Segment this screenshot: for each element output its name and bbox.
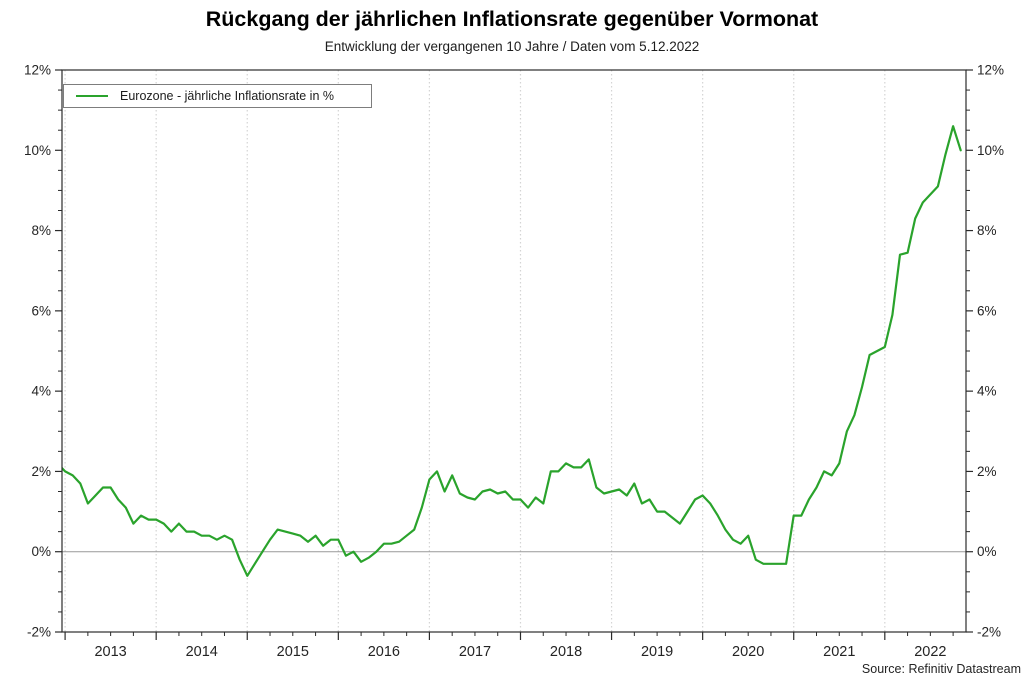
svg-text:12%: 12% xyxy=(24,63,51,78)
x-axis-ticks xyxy=(64,632,954,640)
inflation-line xyxy=(62,125,962,577)
svg-text:2018: 2018 xyxy=(550,644,582,660)
year-gridlines xyxy=(64,70,886,632)
svg-text:2016: 2016 xyxy=(368,644,400,660)
legend: Eurozone - jährliche Inflationsrate in % xyxy=(63,84,372,108)
y-axis-right: -2% 0% 2% 4% 6% 8% 10% 12% xyxy=(966,63,1004,640)
source-credit: Source: Refinitiv Datastream xyxy=(861,662,1021,676)
svg-text:2019: 2019 xyxy=(641,644,673,660)
svg-text:-2%: -2% xyxy=(977,625,1001,640)
svg-text:10%: 10% xyxy=(977,143,1004,158)
svg-text:10%: 10% xyxy=(24,143,51,158)
svg-text:12%: 12% xyxy=(977,63,1004,78)
svg-text:6%: 6% xyxy=(977,303,997,318)
year-labels: 2013 2014 2015 2016 2017 2018 2019 2020 2021 2022 xyxy=(94,644,946,660)
legend-line-swatch-icon xyxy=(76,95,108,97)
svg-text:2017: 2017 xyxy=(459,644,491,660)
svg-text:2%: 2% xyxy=(31,464,51,479)
legend-label: Eurozone - jährliche Inflationsrate in % xyxy=(120,89,335,103)
svg-text:2021: 2021 xyxy=(823,644,855,660)
svg-text:0%: 0% xyxy=(31,544,51,559)
svg-text:2015: 2015 xyxy=(277,644,309,660)
svg-text:4%: 4% xyxy=(977,384,997,399)
svg-text:0%: 0% xyxy=(977,544,997,559)
svg-text:8%: 8% xyxy=(31,223,51,238)
svg-text:8%: 8% xyxy=(977,223,997,238)
svg-text:6%: 6% xyxy=(31,303,51,318)
svg-text:4%: 4% xyxy=(31,384,51,399)
svg-text:2%: 2% xyxy=(977,464,997,479)
y-axis-left: -2% 0% 2% 4% 6% 8% 10% 12% xyxy=(24,63,62,640)
plot-border xyxy=(61,69,967,633)
svg-text:2014: 2014 xyxy=(186,644,218,660)
svg-text:2022: 2022 xyxy=(914,644,946,660)
svg-text:2013: 2013 xyxy=(94,644,126,660)
chart-subtitle: Entwicklung der vergangenen 10 Jahre / D… xyxy=(324,39,700,54)
chart-title: Rückgang der jährlichen Inflationsrate g… xyxy=(205,7,819,31)
svg-text:-2%: -2% xyxy=(27,625,51,640)
svg-text:2020: 2020 xyxy=(732,644,764,660)
